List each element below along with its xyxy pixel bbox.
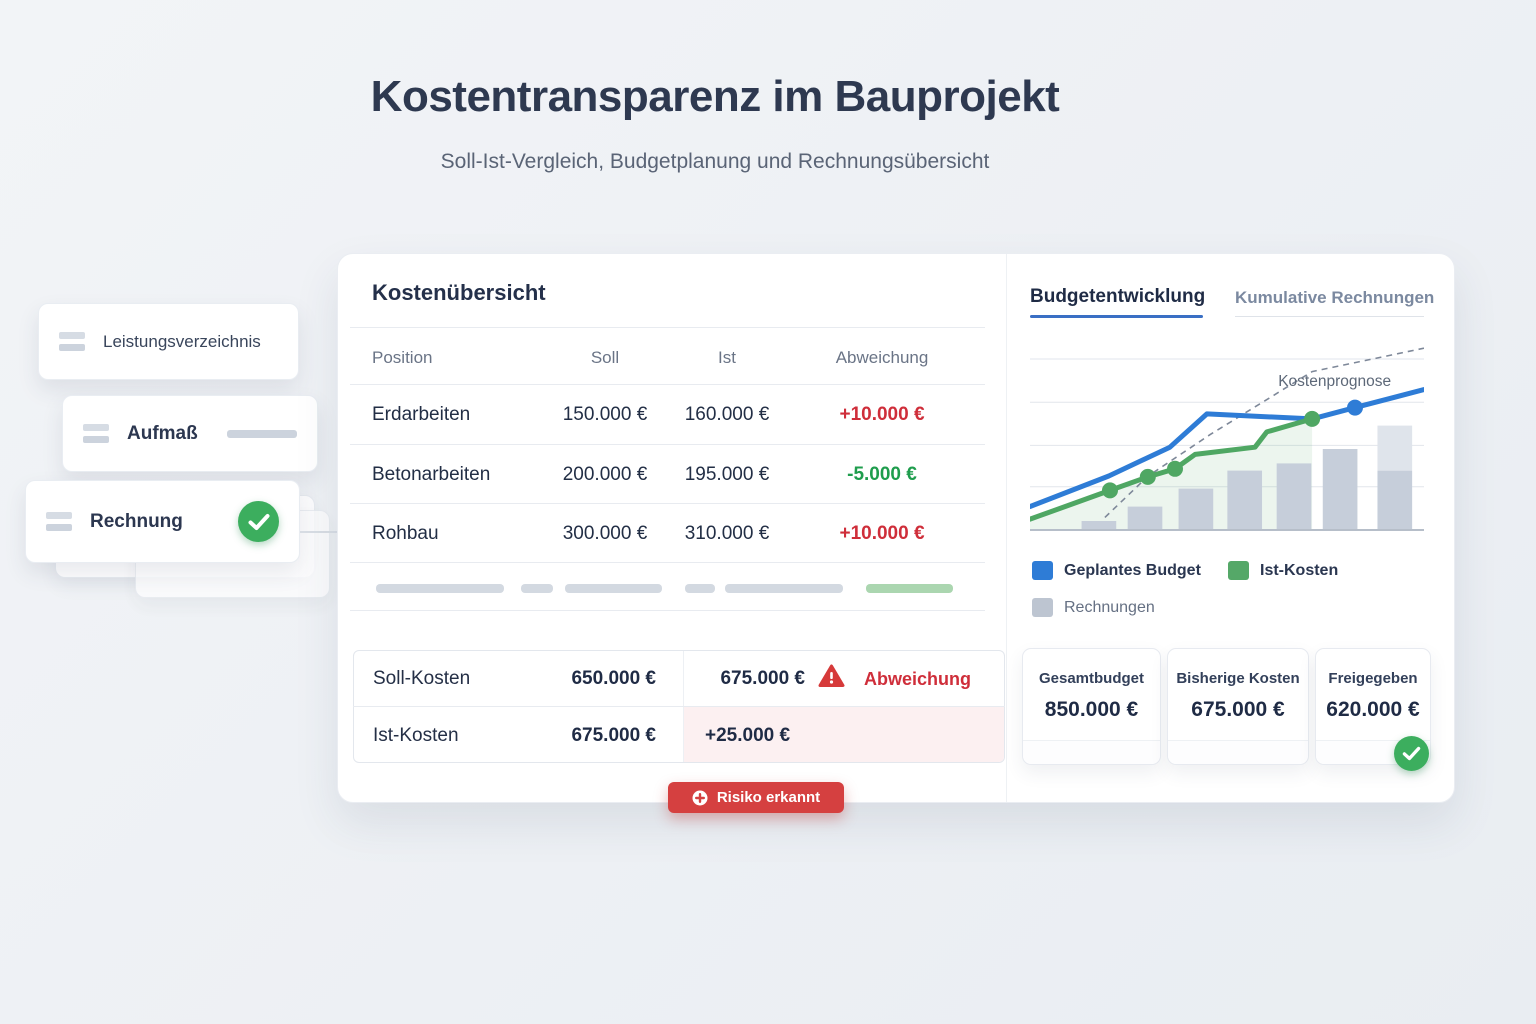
summary-value: 675.000 € <box>571 725 656 746</box>
skeleton-bar <box>685 584 715 593</box>
risk-badge-label: Risiko erkannt <box>716 789 821 806</box>
cell-position: Betonarbeiten <box>372 464 491 485</box>
list-icon <box>46 512 72 531</box>
stat-card-bisherige-kosten: Bisherige Kosten 675.000 € <box>1167 648 1309 765</box>
col-header-soll: Soll <box>590 348 620 367</box>
col-header-abweichung: Abweichung <box>835 348 929 367</box>
stat-label: Bisherige Kosten <box>1176 670 1300 687</box>
summary-label: Ist-Kosten <box>373 725 459 746</box>
tab-budgetentwicklung[interactable]: Budgetentwicklung <box>1030 286 1206 307</box>
stat-card-gesamtbudget: Gesamtbudget 850.000 € <box>1022 648 1161 765</box>
legend-label: Ist-Kosten <box>1260 561 1339 579</box>
cell-ist: 195.000 € <box>684 464 770 485</box>
list-icon <box>83 424 109 443</box>
sidebar-card-label: Aufmaß <box>127 422 198 444</box>
legend-label: Geplantes Budget <box>1064 561 1201 579</box>
legend-item: Ist-Kosten <box>1228 561 1338 580</box>
connector-line <box>300 531 337 533</box>
active-tab-underline <box>1030 315 1203 318</box>
legend-item: Rechnungen <box>1032 598 1155 617</box>
page-subtitle: Soll-Ist-Vergleich, Budgetplanung und Re… <box>440 150 990 173</box>
budget-chart: Kostenprognose <box>1030 347 1424 531</box>
skeleton-bar <box>565 584 662 593</box>
legend-swatch-green <box>1228 561 1249 580</box>
col-header-ist: Ist <box>718 348 736 367</box>
svg-text:Kostenprognose: Kostenprognose <box>1278 373 1391 390</box>
stat-value: 850.000 € <box>1044 698 1139 721</box>
cell-soll: 300.000 € <box>562 523 648 544</box>
skeleton-bar <box>725 584 843 593</box>
summary-value: 650.000 € <box>571 668 656 689</box>
alert-plus-icon <box>692 790 708 806</box>
stat-value: 675.000 € <box>1191 698 1285 721</box>
deviation-highlight <box>684 707 1004 762</box>
sidebar-card-rechnung[interactable]: Rechnung <box>25 480 300 563</box>
check-icon <box>1394 736 1429 771</box>
tab-kumulative-rechnungen[interactable]: Kumulative Rechnungen <box>1235 288 1435 307</box>
sidebar-card-label: Leistungsverzeichnis <box>103 331 261 351</box>
skeleton-bar-green <box>866 584 953 593</box>
placeholder-bar <box>227 429 297 438</box>
cell-position: Erdarbeiten <box>372 404 471 425</box>
cell-ist: 160.000 € <box>684 404 770 425</box>
legend-label: Rechnungen <box>1064 598 1155 616</box>
summary-right-value: 675.000 € <box>720 668 805 689</box>
legend-swatch-gray <box>1032 598 1053 617</box>
skeleton-bar <box>376 584 504 593</box>
summary-label: Soll-Kosten <box>373 668 471 689</box>
cell-soll: 150.000 € <box>562 404 648 425</box>
cell-position: Rohbau <box>372 523 439 544</box>
risk-badge[interactable]: Risiko erkannt <box>668 782 844 813</box>
sidebar-card-leistungsverzeichnis[interactable]: Leistungsverzeichnis <box>38 303 299 380</box>
warning-triangle-icon <box>818 664 845 693</box>
legend-item: Geplantes Budget <box>1032 561 1201 580</box>
cell-soll: 200.000 € <box>562 464 648 485</box>
list-icon <box>59 332 85 351</box>
cell-abweichung: -5.000 € <box>847 464 917 485</box>
page-header: Kostentransparenz im Bauprojekt Soll-Ist… <box>0 72 1430 174</box>
cell-ist: 310.000 € <box>684 523 770 544</box>
sidebar-card-aufmass[interactable]: Aufmaß <box>62 395 318 472</box>
summary-deviation-value: +25.000 € <box>705 725 791 746</box>
deviation-label: Abweichung <box>864 669 971 689</box>
skeleton-bar <box>521 584 553 593</box>
stat-label: Gesamtbudget <box>1038 670 1144 687</box>
cost-table-title: Kostenübersicht <box>372 280 546 305</box>
sidebar-card-label: Rechnung <box>90 510 183 532</box>
stat-value: 620.000 € <box>1326 698 1420 721</box>
check-icon <box>238 501 279 542</box>
page-title: Kostentransparenz im Bauprojekt <box>370 72 1060 121</box>
stat-label: Freigegeben <box>1328 670 1418 687</box>
col-header-position: Position <box>372 348 433 367</box>
cell-abweichung: +10.000 € <box>839 404 925 425</box>
cell-abweichung: +10.000 € <box>839 523 925 544</box>
panel-divider <box>1006 254 1007 802</box>
legend-swatch-blue <box>1032 561 1053 580</box>
